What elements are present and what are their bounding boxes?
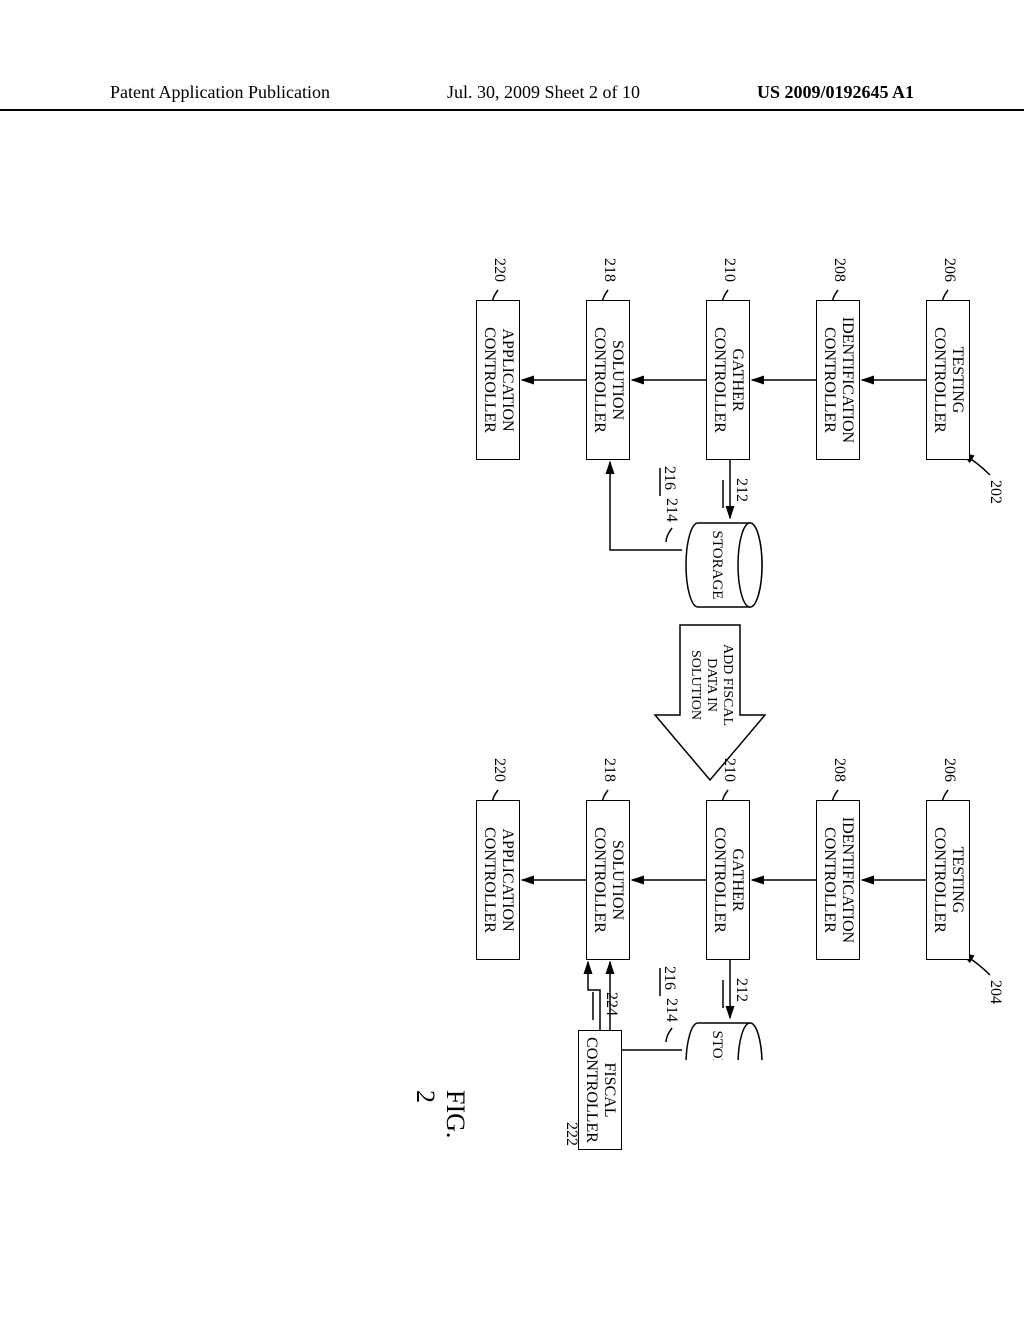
storage-label-right: STORAGE: [709, 1031, 725, 1060]
label: APPLICATION: [499, 828, 516, 931]
ref-206-right: 206: [940, 758, 958, 782]
ref-202: 202: [986, 480, 1004, 504]
ref-214-right: 214: [662, 998, 680, 1022]
box-solution-left: SOLUTIONCONTROLLER: [586, 300, 630, 460]
label: CONTROLLER: [931, 827, 948, 933]
big-arrow-line1: ADD FISCAL: [720, 644, 735, 726]
ref-222: 222: [562, 1122, 580, 1146]
page-header: Patent Application Publication Jul. 30, …: [0, 82, 1024, 111]
label: SOLUTION: [609, 840, 626, 920]
label: CONTROLLER: [821, 827, 838, 933]
label: CONTROLLER: [481, 327, 498, 433]
header-center: Jul. 30, 2009 Sheet 2 of 10: [447, 82, 640, 103]
ref-208-right: 208: [830, 758, 848, 782]
label: CONTROLLER: [821, 327, 838, 433]
ref-210-right: 210: [720, 758, 738, 782]
box-identification-right: IDENTIFICATIONCONTROLLER: [816, 800, 860, 960]
ref-208-left: 208: [830, 258, 848, 282]
label: CONTROLLER: [711, 327, 728, 433]
ref-206-left: 206: [940, 258, 958, 282]
label: GATHER: [729, 348, 746, 411]
ref-204: 204: [986, 980, 1004, 1004]
ref-212-left: 212: [732, 478, 750, 502]
big-arrow-line3: SOLUTION: [688, 650, 703, 720]
box-application-right: APPLICATIONCONTROLLER: [476, 800, 520, 960]
label: CONTROLLER: [591, 327, 608, 433]
ref-214-left: 214: [662, 498, 680, 522]
box-solution-right: SOLUTIONCONTROLLER: [586, 800, 630, 960]
label: CONTROLLER: [591, 827, 608, 933]
ref-220-right: 220: [490, 758, 508, 782]
label: FISCAL: [601, 1062, 618, 1117]
label: CONTROLLER: [711, 827, 728, 933]
header-left: Patent Application Publication: [110, 82, 330, 103]
ref-220-left: 220: [490, 258, 508, 282]
header-right: US 2009/0192645 A1: [757, 82, 914, 103]
big-arrow-line2: DATA IN: [704, 658, 719, 712]
label: TESTING: [949, 347, 966, 414]
label: IDENTIFICATION: [839, 817, 856, 943]
label: TESTING: [949, 847, 966, 914]
ref-212-right: 212: [732, 978, 750, 1002]
ref-218-left: 218: [600, 258, 618, 282]
storage-cylinder-left: STORAGE: [686, 523, 762, 607]
label: GATHER: [729, 848, 746, 911]
figure-2-diagram: STORAGE STORAGE ADD FISCAL DATA IN SOLUT…: [0, 270, 1024, 1060]
label: CONTROLLER: [583, 1037, 600, 1143]
box-testing-left: TESTINGCONTROLLER: [926, 300, 970, 460]
ref-218-right: 218: [600, 758, 618, 782]
figure-label: FIG. 2: [410, 1090, 470, 1138]
page: Patent Application Publication Jul. 30, …: [0, 0, 1024, 1320]
ref-216-right: 216: [660, 966, 678, 990]
label: SOLUTION: [609, 340, 626, 420]
box-fiscal: FISCALCONTROLLER: [578, 1030, 622, 1150]
ref-216-left: 216: [660, 466, 678, 490]
label: CONTROLLER: [481, 827, 498, 933]
label: IDENTIFICATION: [839, 317, 856, 443]
box-gather-left: GATHERCONTROLLER: [706, 300, 750, 460]
ref-210-left: 210: [720, 258, 738, 282]
label: APPLICATION: [499, 328, 516, 431]
storage-label-left: STORAGE: [709, 531, 725, 600]
box-gather-right: GATHERCONTROLLER: [706, 800, 750, 960]
big-arrow: ADD FISCAL DATA IN SOLUTION: [655, 625, 765, 780]
box-testing-right: TESTINGCONTROLLER: [926, 800, 970, 960]
box-identification-left: IDENTIFICATIONCONTROLLER: [816, 300, 860, 460]
storage-cylinder-right: STORAGE: [686, 1023, 762, 1060]
label: CONTROLLER: [931, 327, 948, 433]
box-application-left: APPLICATIONCONTROLLER: [476, 300, 520, 460]
ref-224: 224: [602, 992, 620, 1016]
